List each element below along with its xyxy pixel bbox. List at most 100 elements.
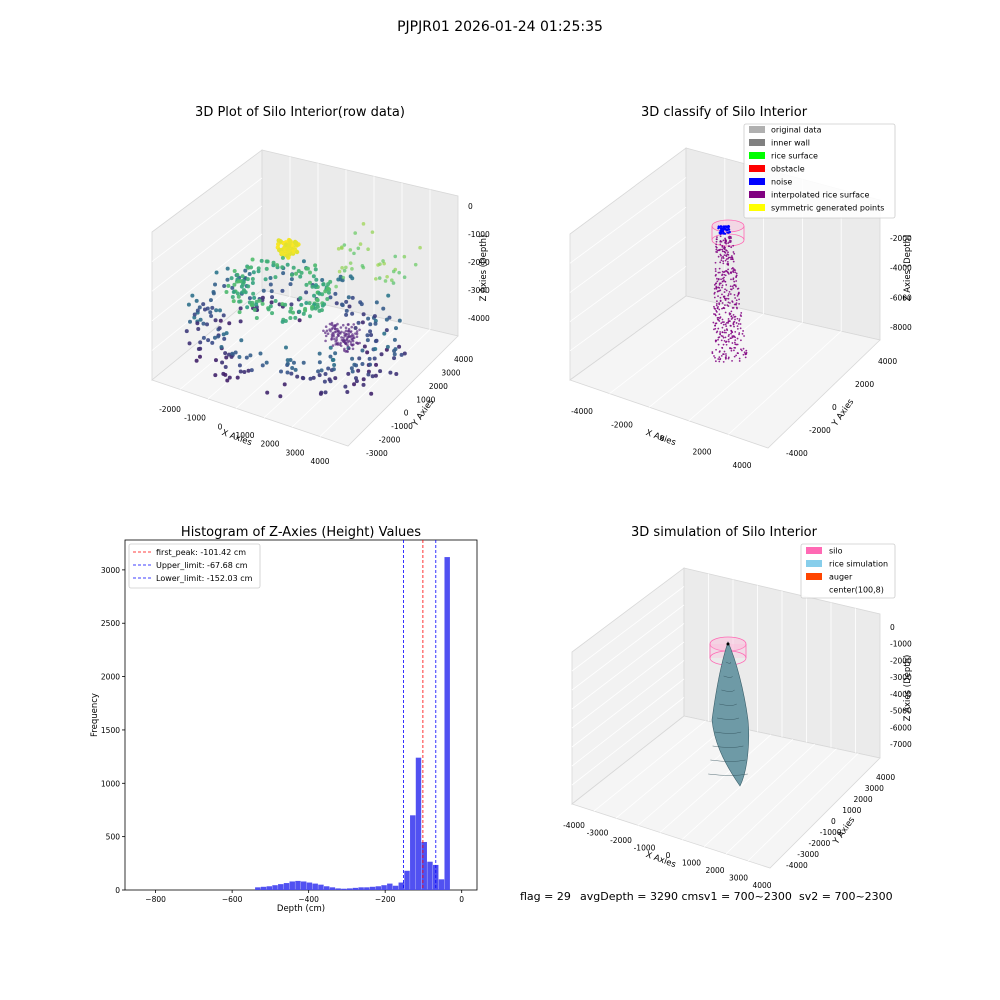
grid-line xyxy=(615,725,728,819)
interpolated-point xyxy=(722,323,725,326)
raw-data-point xyxy=(333,291,338,296)
raw-data-point xyxy=(344,342,348,346)
raw-data-point xyxy=(394,371,399,376)
raw-data-point xyxy=(241,288,246,293)
raw-data-point xyxy=(282,382,287,387)
interpolated-point xyxy=(722,280,724,283)
raw-data-point xyxy=(218,318,223,323)
interpolated-point xyxy=(723,250,726,253)
raw-data-point xyxy=(381,259,385,263)
raw-data-point xyxy=(285,370,290,375)
grid-line xyxy=(703,743,815,847)
noise-point xyxy=(727,231,730,234)
interpolated-point xyxy=(715,240,718,243)
raw-data-point xyxy=(238,319,243,324)
histogram-bar xyxy=(364,887,370,890)
y-tick-label: -2000 xyxy=(809,839,831,848)
raw-data-point xyxy=(366,247,370,252)
raw-data-point xyxy=(379,352,384,357)
histogram-bar xyxy=(335,888,341,890)
interpolated-point xyxy=(721,250,724,253)
interpolated-point xyxy=(732,287,735,290)
raw-data-point xyxy=(256,269,261,274)
panel-simulation-x-ticks: -4000-3000-2000-1000 0 1000 2000 3000 4000 xyxy=(563,821,772,890)
raw-data-point xyxy=(211,291,216,296)
interpolated-point xyxy=(732,260,735,263)
raw-data-point xyxy=(322,302,327,307)
raw-data-point xyxy=(307,280,312,285)
z-tick-label: -4000 xyxy=(468,314,490,323)
raw-data-point xyxy=(373,318,378,323)
raw-data-point xyxy=(347,332,351,336)
z-tick-label: -2000 xyxy=(890,234,912,243)
raw-data-point xyxy=(265,390,270,395)
raw-data-point xyxy=(264,360,269,365)
panel-raw-title: 3D Plot of Silo Interior(row data) xyxy=(195,105,405,120)
interpolated-point xyxy=(725,343,728,346)
raw-data-point xyxy=(214,270,219,275)
interpolated-point xyxy=(719,300,722,303)
legend-swatch xyxy=(806,573,822,580)
interpolated-point xyxy=(730,310,733,313)
raw-data-point xyxy=(301,259,306,264)
interpolated-point xyxy=(741,332,744,335)
footer-avg-depth: avgDepth = 3290 cmsv1 = 700~2300 xyxy=(580,890,792,903)
x-tick-label: 0 xyxy=(459,895,464,904)
raw-data-point xyxy=(386,293,391,298)
interpolated-point xyxy=(720,259,723,262)
raw-data-point xyxy=(344,326,348,330)
raw-data-point xyxy=(285,358,290,363)
interpolated-point xyxy=(715,304,718,307)
raw-data-point xyxy=(334,284,338,289)
interpolated-point xyxy=(730,240,732,242)
interpolated-point xyxy=(725,297,728,300)
raw-data-point xyxy=(344,312,349,317)
raw-data-point xyxy=(377,276,382,280)
raw-data-point xyxy=(374,300,379,305)
interpolated-point xyxy=(714,356,716,359)
panel-classify-y-label: Y Axies xyxy=(830,397,857,429)
raw-data-point xyxy=(314,283,319,288)
raw-data-point xyxy=(260,363,265,368)
interpolated-point xyxy=(727,338,730,341)
interpolated-point xyxy=(736,317,739,320)
y-tick-label: 0 xyxy=(832,403,837,412)
raw-data-point xyxy=(350,325,354,329)
interpolated-point xyxy=(721,335,724,338)
raw-data-point xyxy=(368,362,373,367)
interpolated-point xyxy=(719,331,722,333)
legend-label: original data xyxy=(771,126,822,135)
histogram-bar xyxy=(438,879,445,890)
raw-data-point xyxy=(366,372,371,377)
interpolated-point xyxy=(736,327,739,330)
raw-data-point xyxy=(219,344,224,349)
interpolated-point xyxy=(728,333,730,336)
raw-data-point xyxy=(350,337,353,341)
raw-data-point xyxy=(240,282,245,287)
raw-data-point xyxy=(313,263,318,268)
raw-data-point xyxy=(392,356,397,361)
interpolated-point xyxy=(715,348,717,351)
interpolated-point xyxy=(740,315,743,318)
raw-data-point xyxy=(352,334,355,338)
raw-data-point xyxy=(237,299,242,304)
histogram-bar xyxy=(341,888,347,890)
raw-data-point xyxy=(320,277,325,282)
raw-data-point xyxy=(353,326,358,331)
interpolated-point xyxy=(725,328,728,331)
interpolated-point xyxy=(735,275,738,278)
grid-line xyxy=(659,734,772,833)
raw-data-point xyxy=(351,343,354,347)
raw-data-point xyxy=(328,295,333,300)
raw-data-point xyxy=(197,354,202,359)
histogram-y-ticks: 0 500 1000 1500 2000 2500 3000 xyxy=(101,566,125,895)
z-tick-label: -8000 xyxy=(890,323,912,332)
raw-data-point xyxy=(258,351,263,356)
noise-point xyxy=(727,225,731,228)
raw-data-point xyxy=(402,275,407,280)
interpolated-point xyxy=(735,354,738,357)
panel-classify-z-ticks: -2000 -4000 -6000 -8000 xyxy=(890,234,912,332)
interpolated-point xyxy=(738,319,741,322)
raw-data-point xyxy=(248,353,253,358)
raw-data-point xyxy=(315,297,320,302)
